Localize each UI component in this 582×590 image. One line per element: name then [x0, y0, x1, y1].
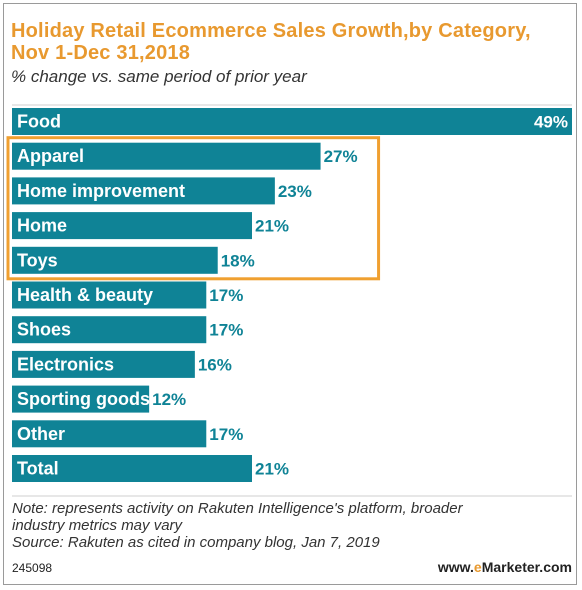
emarketer-logo[interactable]: www.eMarketer.com [438, 559, 572, 575]
category-label: Health & beauty [17, 285, 153, 305]
category-label: Home improvement [17, 181, 185, 201]
note-line-1: Note: represents activity on Rakuten Int… [12, 500, 463, 517]
value-label: 21% [255, 460, 289, 479]
highlight-box [6, 136, 381, 281]
note-line-2: industry metrics may vary [12, 517, 183, 534]
source-line: Source: Rakuten as cited in company blog… [12, 534, 380, 551]
bar-sporting-goods [12, 385, 150, 413]
chart-title: Holiday Retail Ecommerce Sales Growth,by… [11, 20, 571, 64]
chart-notes: Note: represents activity on Rakuten Int… [12, 500, 568, 551]
chart-subtitle: % change vs. same period of prior year [11, 67, 307, 86]
value-label: 17% [209, 321, 243, 340]
category-label: Sporting goods [17, 389, 150, 409]
chart-title-line-2: Nov 1-Dec 31,2018 [11, 42, 191, 64]
value-label: 27% [324, 147, 358, 166]
value-label: 16% [198, 355, 232, 374]
bar-electronics [12, 350, 195, 378]
category-label: Shoes [17, 320, 71, 340]
brand-rest: Marketer.com [481, 559, 572, 575]
category-label: Home [17, 216, 67, 236]
category-label: Electronics [17, 354, 114, 374]
category-label: Total [17, 459, 59, 479]
value-label: 21% [255, 217, 289, 236]
brand-prefix: www. [437, 559, 474, 575]
bar-home [12, 212, 252, 240]
bar-apparel [12, 142, 321, 170]
brand-e: e [473, 559, 482, 575]
value-label: 12% [152, 390, 186, 409]
bar-total [12, 455, 252, 482]
chart-id: 245098 [12, 561, 53, 575]
category-label: Other [17, 424, 65, 444]
bar-toys [12, 246, 218, 274]
category-label: Apparel [17, 146, 84, 166]
value-label: 17% [209, 425, 243, 444]
bar-shoes [12, 316, 207, 344]
value-label: 17% [209, 286, 243, 305]
value-label: 18% [221, 251, 255, 270]
bar-other [12, 420, 207, 448]
category-label: Toys [17, 250, 58, 270]
value-label: 23% [278, 182, 312, 201]
bar-chart: Food 49% Apparel 27% Home improvement 23% Home… [6, 104, 572, 497]
bar-home-improvement [12, 177, 275, 205]
category-label: Food [17, 112, 61, 132]
value-label: 49% [534, 113, 568, 132]
bar-food [12, 108, 572, 135]
bar-health-beauty [12, 281, 207, 309]
chart-title-line-1: Holiday Retail Ecommerce Sales Growth,by… [11, 20, 531, 42]
